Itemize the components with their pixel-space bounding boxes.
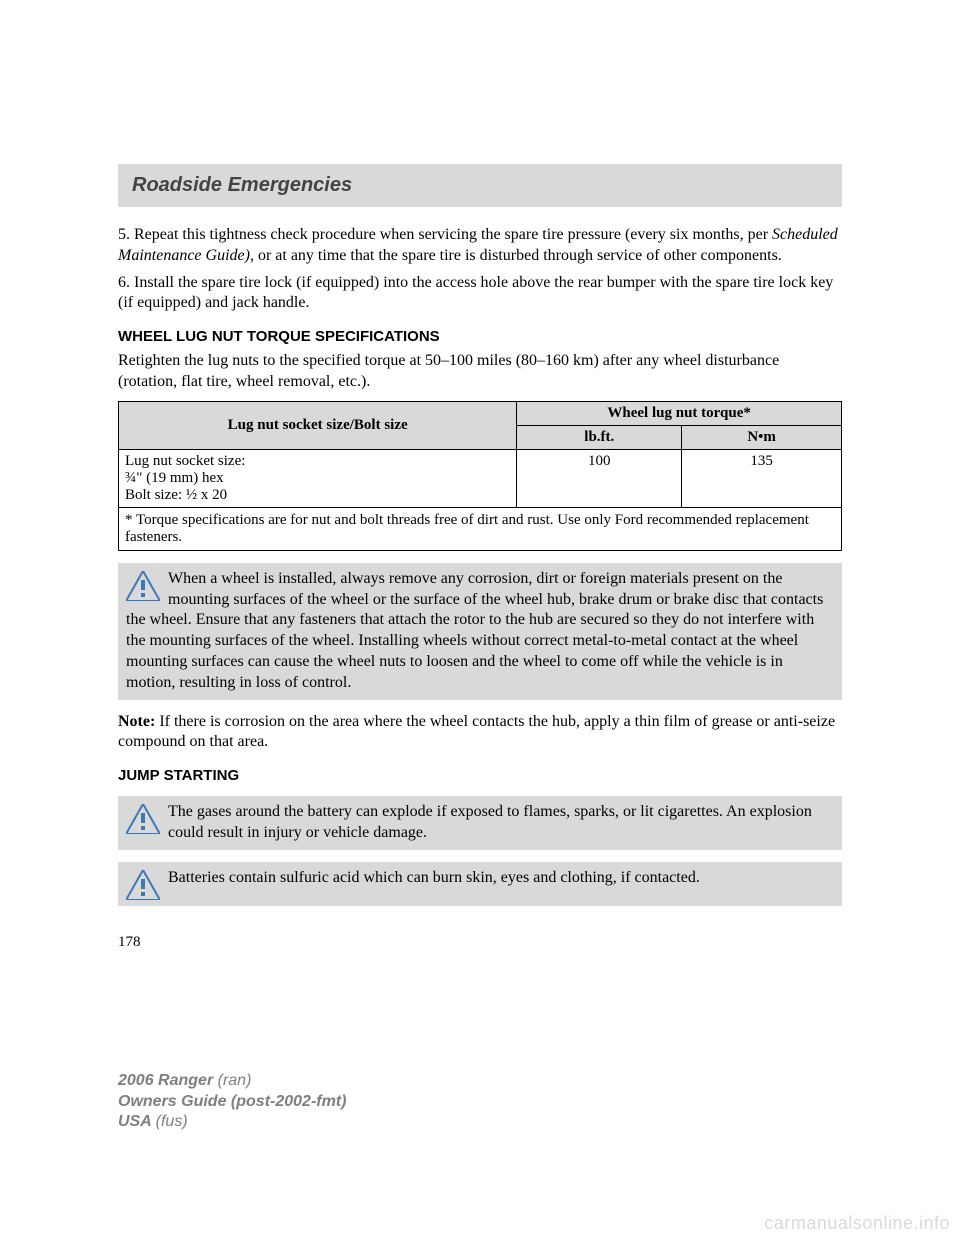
col-header-socket: Lug nut socket size/Bolt size [119,401,517,449]
col-sub-lbft: lb.ft. [517,425,682,449]
text-fragment: or at any time that the spare tire is di… [254,247,782,264]
watermark-text: carmanualsonline.info [764,1213,950,1234]
text-line: Bolt size: ½ x 20 [125,487,227,503]
footer-line1: 2006 Ranger (ran) [118,1071,842,1092]
footer-code: (fus) [156,1113,188,1130]
paragraph-retighten: Retighten the lug nuts to the specified … [118,351,842,393]
text-fragment: 5. Repeat this tightness check procedure… [118,226,772,243]
col-header-torque: Wheel lug nut torque* [517,401,842,425]
footer-block: 2006 Ranger (ran) Owners Guide (post-200… [118,1071,842,1133]
warning-icon [126,804,160,834]
paragraph-note: Note: If there is corrosion on the area … [118,712,842,754]
note-label: Note: [118,713,155,730]
warning-battery-acid: Batteries contain sulfuric acid which ca… [118,862,842,906]
warning-icon [126,571,160,601]
footer-line3: USA (fus) [118,1112,842,1133]
text-line: Lug nut socket size: [125,453,245,469]
table-footnote-row: * Torque specifications are for nut and … [119,507,842,550]
table-header-row: Lug nut socket size/Bolt size Wheel lug … [119,401,842,425]
page-number: 178 [118,934,842,951]
note-text: If there is corrosion on the area where … [118,713,835,751]
text-line: ¾" (19 mm) hex [125,470,224,486]
paragraph-step5: 5. Repeat this tightness check procedure… [118,225,842,267]
cell-lbft: 100 [517,449,682,507]
warning-wheel-install: When a wheel is installed, always remove… [118,563,842,700]
torque-table: Lug nut socket size/Bolt size Wheel lug … [118,401,842,551]
warning-battery-explode: The gases around the battery can explode… [118,796,842,850]
col-sub-nm: N•m [682,425,842,449]
heading-lug-torque: WHEEL LUG NUT TORQUE SPECIFICATIONS [118,328,842,345]
heading-jump-starting: JUMP STARTING [118,767,842,784]
manual-page: Roadside Emergencies 5. Repeat this tigh… [0,0,960,1204]
paragraph-step6: 6. Install the spare tire lock (if equip… [118,273,842,315]
warning-text: The gases around the battery can explode… [168,803,812,841]
footer-line2: Owners Guide (post-2002-fmt) [118,1092,842,1113]
cell-nm: 135 [682,449,842,507]
warning-text: When a wheel is installed, always remove… [126,570,823,691]
cell-socket-size: Lug nut socket size: ¾" (19 mm) hex Bolt… [119,449,517,507]
warning-text: Batteries contain sulfuric acid which ca… [168,869,700,886]
section-header: Roadside Emergencies [118,164,842,207]
footer-region: USA [118,1113,156,1130]
cell-footnote: * Torque specifications are for nut and … [119,507,842,550]
footer-model: 2006 Ranger [118,1072,218,1089]
warning-icon [126,870,160,900]
table-row: Lug nut socket size: ¾" (19 mm) hex Bolt… [119,449,842,507]
footer-code: (ran) [218,1072,252,1089]
